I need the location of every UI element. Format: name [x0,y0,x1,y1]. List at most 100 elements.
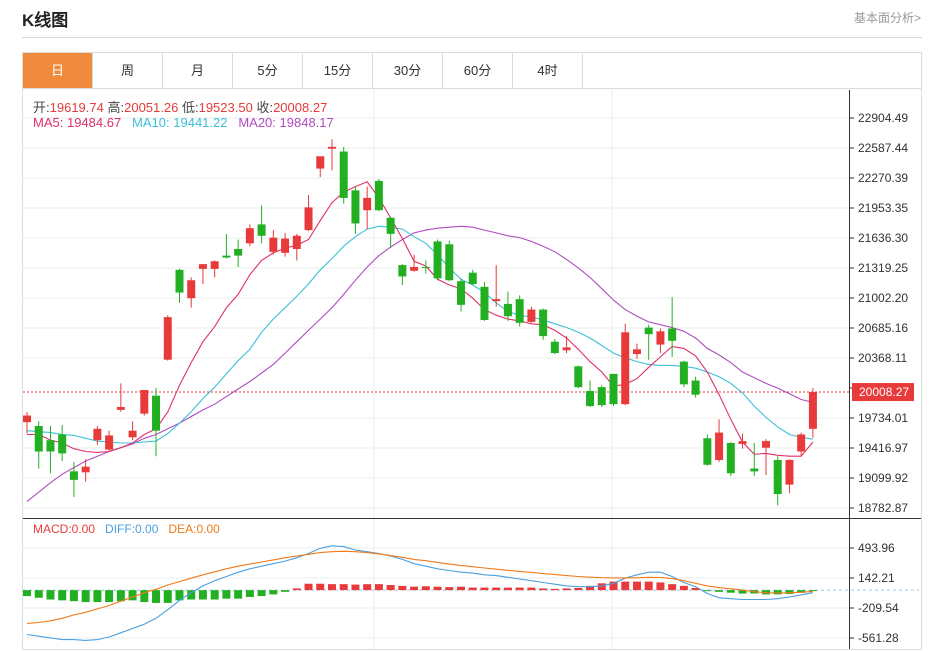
candle-down [726,442,735,474]
ma20-value: 19848.17 [279,115,334,130]
macd-bar-up [527,587,536,591]
macd-bar-up [609,581,618,591]
macd-bar-down [116,590,125,602]
candle-up [316,156,325,169]
price-tick-label: 18782.87 [858,501,908,515]
macd-bar-up [398,585,407,591]
candle-up [797,434,806,452]
candle-up [632,349,641,355]
dea-line [26,550,813,624]
tab-4hour[interactable]: 4时 [513,53,583,88]
candle-down [386,217,395,234]
price-tick-label: 20368.11 [858,351,907,365]
macd-bar-down [808,590,817,592]
tab-week[interactable]: 周 [93,53,163,88]
macd-bar-up [480,587,489,591]
candle-down [152,395,161,431]
macd-bar-up [668,584,677,591]
candle-down [257,224,266,236]
macd-tick-label: 142.21 [858,571,895,585]
macd-bar-up [632,581,641,591]
candle-down [234,249,243,256]
macd-bar-up [586,585,595,591]
candle-down [703,438,712,465]
candle-down [679,361,688,385]
price-tick-label: 22270.39 [858,171,908,185]
macd-bar-up [374,584,383,591]
tab-month[interactable]: 月 [163,53,233,88]
tab-15min[interactable]: 15分 [303,53,373,88]
candle-down [539,309,548,337]
candle-up [81,466,90,473]
candle-up [198,264,207,269]
candle-down [69,471,78,480]
tab-day[interactable]: 日 [23,53,93,88]
macd-bar-up [445,587,454,591]
fundamental-analysis-link[interactable]: 基本面分析> [853,11,921,25]
last-price-badge [852,383,914,402]
high-value: 20051.26 [124,100,179,115]
tab-60min[interactable]: 60分 [443,53,513,88]
low-label: 低: [181,100,199,115]
candle-down [457,281,466,305]
macd-bar-up [410,586,419,591]
candle-up [187,280,196,299]
candle-down [34,425,43,452]
macd-bar-down [703,590,712,592]
ma5-line [27,181,814,457]
macd-bar-up [433,586,442,591]
candle-up [363,197,372,211]
diff-line [26,545,813,641]
candle-up [492,299,501,302]
candle-up [656,331,665,345]
macd-bar-up [421,586,430,591]
candle-down [339,151,348,198]
candle-down [58,434,67,454]
macd-bar-up [539,588,548,591]
macd-bar-down [234,590,243,599]
macd-bar-up [363,584,372,591]
candle-up [292,235,301,250]
ma10-label: MA10: [132,115,170,130]
tab-30min[interactable]: 30分 [373,53,443,88]
ma5-value: 19484.67 [66,115,122,130]
candle-down [468,272,477,285]
candle-down [175,269,184,293]
chart-frame [22,89,922,650]
candle-down [597,387,606,406]
candle-down [644,327,653,335]
dea-value: 0.00 [196,522,220,536]
candle-up [140,389,149,414]
candle-up [304,207,313,231]
title-divider [22,37,922,38]
macd-bar-up [304,583,313,591]
ma5-label: MA5: [33,115,64,130]
macd-bar-up [679,585,688,591]
ma10-value: 19441.22 [173,115,228,130]
macd-bar-down [245,590,254,597]
price-tick-label: 19099.92 [858,471,908,485]
macd-bar-up [386,585,395,591]
macd-bar-down [93,590,102,603]
candle-down [46,440,55,452]
period-tabs: 日 周 月 5分 15分 30分 60分 4时 [22,52,922,89]
diff-value: 0.00 [135,522,159,536]
candle-up [738,441,747,444]
macd-bar-down [198,590,207,600]
candle-down [374,180,383,211]
candle-up [808,392,817,429]
macd-bar-down [163,590,172,603]
candle-down [351,190,360,224]
macd-bar-up [550,588,559,591]
tab-5min[interactable]: 5分 [233,53,303,88]
macd-bar-up [644,581,653,591]
macd-bar-up [597,583,606,591]
macd-bar-up [621,581,630,591]
macd-bar-up [562,588,571,591]
candle-down [550,341,559,354]
macd-bar-up [492,587,501,591]
macd-bar-down [23,590,31,597]
macd-bar-up [656,582,665,591]
price-tick-label: 22587.44 [858,141,908,155]
